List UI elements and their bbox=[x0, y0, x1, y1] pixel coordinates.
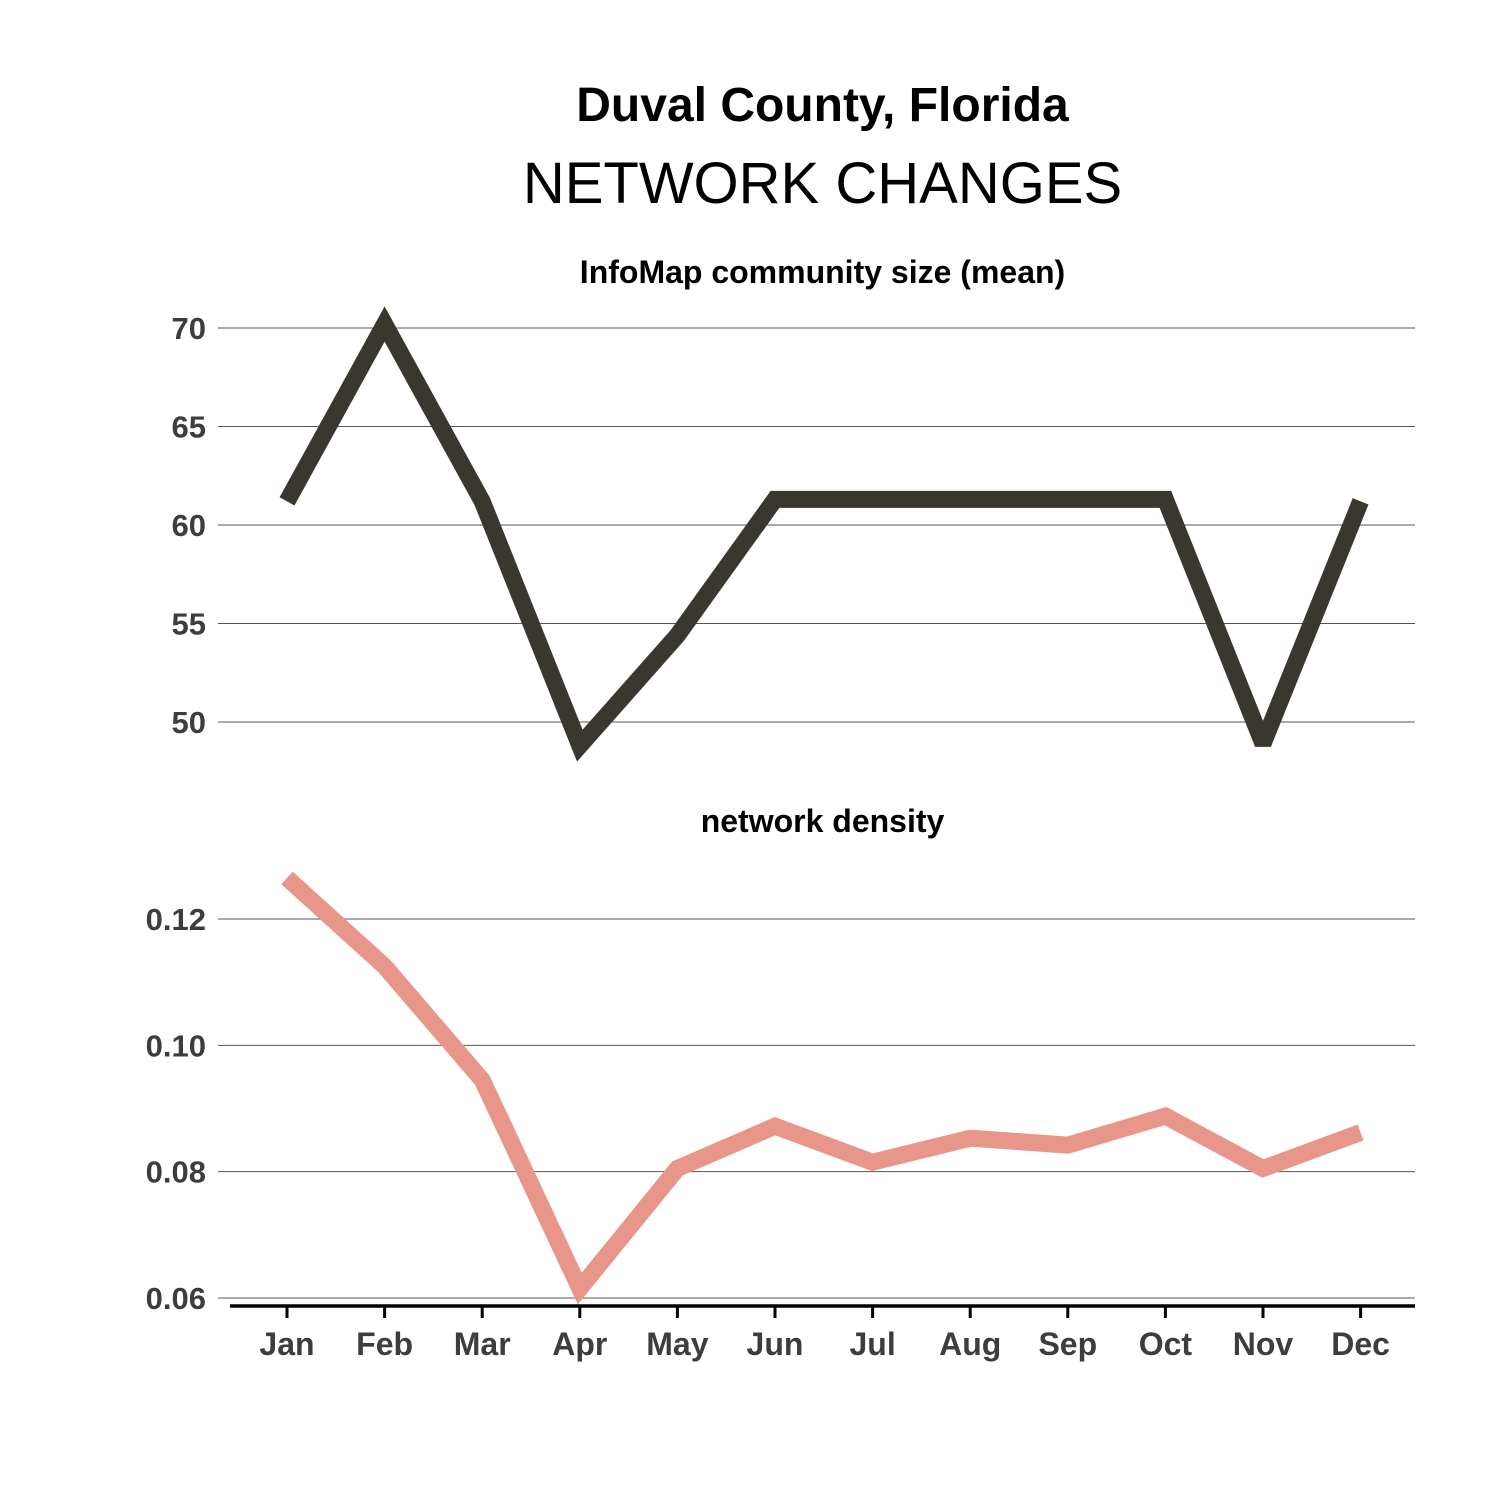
x-tick-label: Feb bbox=[356, 1326, 413, 1362]
panel-title: InfoMap community size (mean) bbox=[580, 254, 1065, 290]
x-tick-label: Aug bbox=[939, 1326, 1001, 1362]
series-line bbox=[279, 306, 1369, 762]
panel-density: network density 0.06 0.08 0.10 0.12 bbox=[146, 803, 1415, 1316]
x-tick-label: Dec bbox=[1331, 1326, 1390, 1362]
y-tick-label: 60 bbox=[172, 508, 206, 543]
chart-title: Duval County, Florida bbox=[576, 79, 1069, 132]
y-tick-label: 55 bbox=[172, 607, 206, 642]
panel-community-size: InfoMap community size (mean) 50 55 60 65 70 bbox=[172, 254, 1415, 762]
series-line bbox=[281, 871, 1364, 1305]
y-tick-label: 70 bbox=[172, 311, 206, 346]
chart-subtitle: NETWORK CHANGES bbox=[522, 151, 1123, 216]
x-tick-label: Nov bbox=[1233, 1326, 1294, 1362]
y-tick-label: 0.10 bbox=[146, 1028, 206, 1063]
y-tick-label: 65 bbox=[172, 410, 206, 445]
x-tick-label: Oct bbox=[1139, 1326, 1193, 1362]
y-tick-label: 50 bbox=[172, 705, 206, 740]
x-tick-label: Jan bbox=[259, 1326, 314, 1362]
y-tick-label: 0.08 bbox=[146, 1155, 206, 1190]
y-tick-label: 0.12 bbox=[146, 902, 206, 937]
x-tick-label: Apr bbox=[552, 1326, 607, 1362]
y-tick-label: 0.06 bbox=[146, 1281, 206, 1316]
x-tick-label: May bbox=[646, 1326, 708, 1362]
panel-title: network density bbox=[701, 803, 945, 839]
x-tick-label: Sep bbox=[1038, 1326, 1097, 1362]
x-tick-label: Mar bbox=[454, 1326, 511, 1362]
x-tick-label: Jun bbox=[747, 1326, 804, 1362]
x-tick-label: Jul bbox=[849, 1326, 895, 1362]
x-axis: Jan Feb Mar Apr May Jun Jul Aug Sep Oct Nov Dec bbox=[230, 1304, 1415, 1362]
